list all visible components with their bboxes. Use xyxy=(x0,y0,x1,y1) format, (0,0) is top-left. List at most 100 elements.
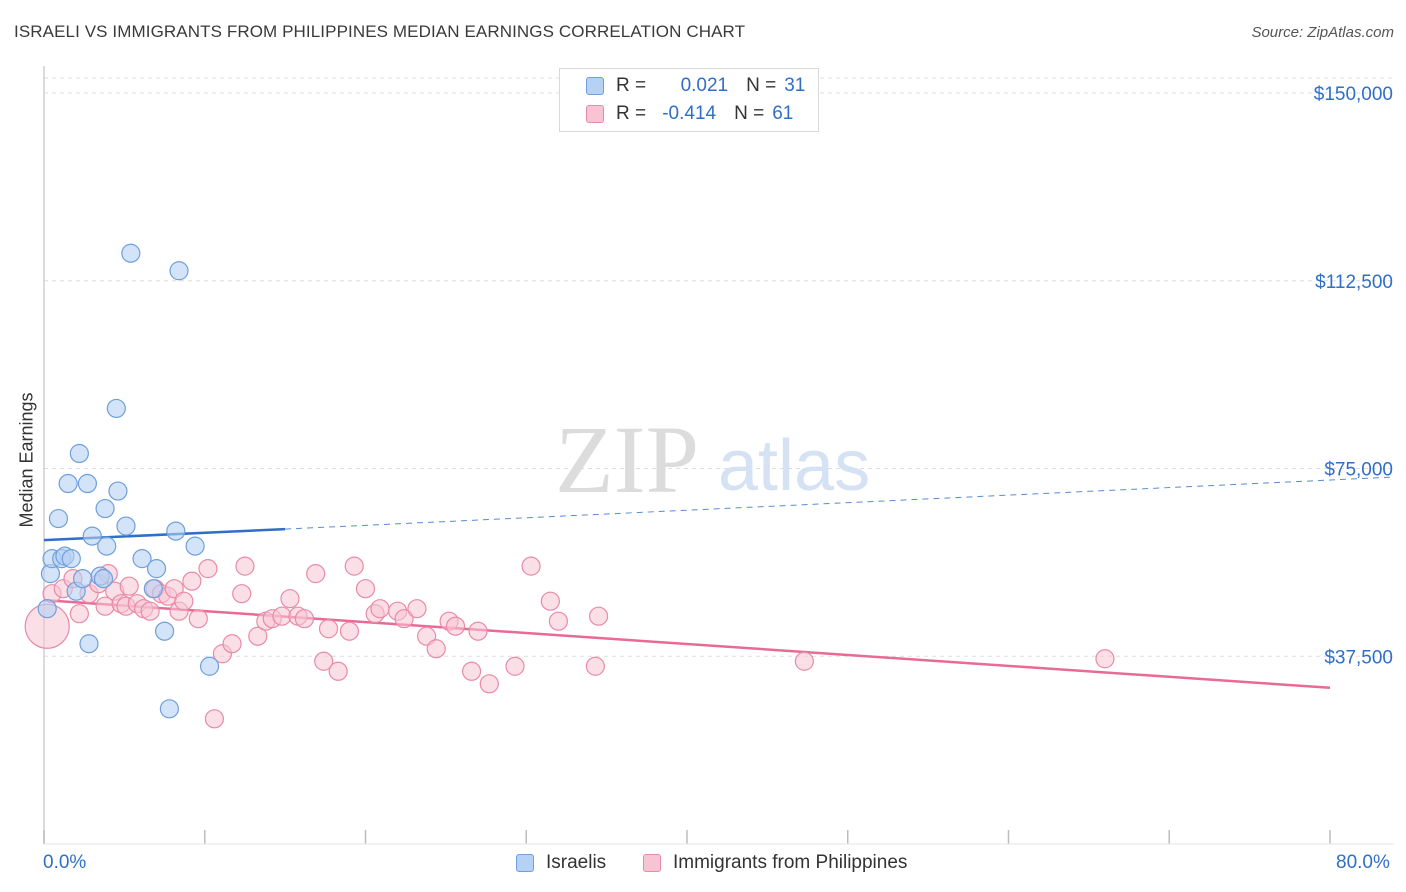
philippines-point xyxy=(235,556,255,576)
philippines-point xyxy=(521,556,541,576)
israelis-point xyxy=(169,261,189,281)
israelis-point xyxy=(132,549,152,569)
axis-layer xyxy=(43,66,1394,845)
israelis-point xyxy=(37,599,57,619)
x-axis-max-label: 80.0% xyxy=(1336,852,1390,873)
watermark-zip: ZIP xyxy=(555,406,699,513)
y-tick-label: $112,500 xyxy=(1315,272,1393,293)
israelis-point xyxy=(69,443,89,464)
series-legend: Israelis Immigrants from Philippines xyxy=(0,852,1406,876)
legend-n-value: 61 xyxy=(772,103,794,124)
israelis-point xyxy=(72,569,93,589)
philippines-point xyxy=(140,601,160,621)
israelis-point xyxy=(77,473,98,494)
legend-r-value: -0.414 xyxy=(662,103,717,124)
philippines-point xyxy=(232,584,252,604)
israelis-point xyxy=(121,243,141,263)
philippines-point xyxy=(294,609,315,629)
source-credit: Source: ZipAtlas.com xyxy=(1251,24,1394,41)
y-axis-label-box: Median Earnings xyxy=(4,380,50,540)
israelis-point xyxy=(58,473,78,494)
correlation-legend: R = 0.021 N = 31 R = -0.414 N = 61 xyxy=(559,68,819,132)
israelis-point xyxy=(95,498,115,519)
philippines-point xyxy=(198,559,218,579)
philippines-point xyxy=(355,579,376,599)
philippines-point xyxy=(426,639,446,659)
philippines-point xyxy=(328,661,348,681)
philippines-point xyxy=(222,634,242,654)
israelis-point xyxy=(154,621,175,641)
philippines-point xyxy=(540,591,560,611)
philippines-trend-line xyxy=(43,598,1331,690)
philippines-point xyxy=(1095,649,1115,669)
chart-title: ISRAELI VS IMMIGRANTS FROM PHILIPPINES M… xyxy=(14,22,746,41)
israelis-point xyxy=(159,699,179,719)
y-tick-label: $75,000 xyxy=(1324,460,1393,481)
israelis-point xyxy=(48,508,69,529)
philippines-point xyxy=(314,651,334,671)
philippines-point xyxy=(585,656,605,676)
legend-swatch-philippines xyxy=(586,105,604,123)
x-axis-min-label: 0.0% xyxy=(43,852,87,873)
legend-r-label: R = xyxy=(616,103,647,124)
philippines-point xyxy=(204,709,224,729)
legend-r-value: 0.021 xyxy=(680,75,729,96)
y-tick-label: $37,500 xyxy=(1324,647,1393,668)
legend-item-philippines[interactable]: Immigrants from Philippines xyxy=(643,852,907,874)
points-layer xyxy=(24,243,1115,729)
israelis-point xyxy=(199,656,220,676)
israelis-point xyxy=(143,579,163,599)
legend-swatch-israelis xyxy=(586,77,604,95)
israelis-point xyxy=(146,559,167,579)
philippines-point xyxy=(794,651,814,671)
legend-swatch-philippines xyxy=(643,854,661,872)
philippines-point xyxy=(407,599,427,619)
israelis-point xyxy=(106,398,126,419)
philippines-point xyxy=(468,621,488,641)
philippines-point xyxy=(370,599,390,619)
philippines-point xyxy=(280,589,300,609)
philippines-point xyxy=(182,571,202,591)
israelis-trend-dashed xyxy=(285,476,1395,530)
y-tick-label: $150,000 xyxy=(1314,84,1393,105)
israelis-point xyxy=(185,536,205,556)
philippines-point xyxy=(344,556,364,576)
israelis-point xyxy=(108,481,128,501)
philippines-point xyxy=(588,606,609,626)
legend-n-label: N = xyxy=(746,75,777,96)
philippines-point xyxy=(394,609,414,629)
legend-r-label: R = xyxy=(616,75,647,96)
philippines-point xyxy=(339,621,360,641)
legend-label-israelis: Israelis xyxy=(546,852,607,873)
legend-label-philippines: Immigrants from Philippines xyxy=(673,852,908,873)
israelis-point xyxy=(97,536,117,556)
legend-n-value: 31 xyxy=(784,75,806,96)
philippines-point xyxy=(119,576,139,596)
y-tick-labels: $37,500 $75,000 $112,500 $150,000 xyxy=(1314,84,1393,668)
philippines-point xyxy=(188,609,208,629)
philippines-point xyxy=(69,604,89,624)
philippines-point xyxy=(174,591,194,611)
philippines-point xyxy=(461,661,482,681)
watermark: ZIP atlas xyxy=(555,406,870,513)
philippines-point xyxy=(479,674,499,694)
legend-item-israelis[interactable]: Israelis xyxy=(516,852,606,874)
philippines-point xyxy=(548,611,569,631)
israelis-point xyxy=(93,569,114,589)
philippines-point xyxy=(318,619,339,639)
israelis-point xyxy=(166,521,186,541)
philippines-point xyxy=(272,606,292,626)
israelis-point xyxy=(82,526,102,546)
philippines-point xyxy=(306,564,326,584)
philippines-point xyxy=(445,616,466,636)
israelis-point xyxy=(79,634,99,654)
philippines-point xyxy=(505,656,525,676)
legend-row-israelis: R = 0.021 N = 31 xyxy=(586,73,805,99)
philippines-point xyxy=(248,626,268,646)
israelis-trend-line xyxy=(43,527,286,542)
watermark-atlas: atlas xyxy=(718,426,870,506)
israelis-point xyxy=(116,516,136,536)
y-axis-label: Median Earnings xyxy=(16,392,37,528)
legend-row-philippines: R = -0.414 N = 61 xyxy=(586,101,793,127)
